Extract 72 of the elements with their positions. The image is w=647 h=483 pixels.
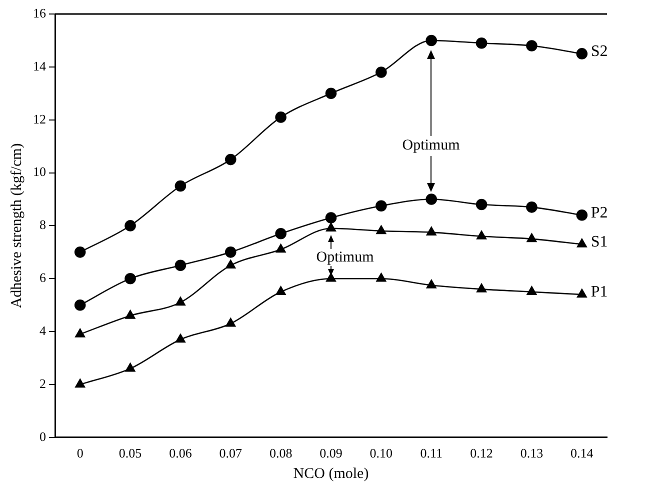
point	[526, 40, 538, 52]
point	[476, 230, 487, 240]
point	[226, 318, 236, 327]
point	[426, 226, 436, 236]
point	[174, 260, 186, 272]
point	[476, 284, 487, 292]
point	[576, 238, 587, 248]
point	[75, 328, 86, 338]
point	[325, 212, 337, 224]
point	[275, 112, 286, 123]
x-tick-label: 0.10	[370, 446, 393, 461]
point	[426, 280, 436, 288]
y-tick-label: 16	[33, 5, 46, 20]
y-tick-label: 14	[33, 58, 46, 74]
y-tick-label: 8	[40, 217, 46, 232]
x-tick-label: 0.13	[520, 446, 544, 461]
point	[226, 260, 236, 269]
x-axis-title: NCO (mole)	[293, 466, 369, 482]
point	[175, 334, 186, 343]
y-tick-label: 4	[40, 322, 46, 338]
point	[376, 225, 386, 234]
point	[326, 272, 336, 282]
point	[275, 228, 286, 240]
point	[576, 288, 587, 298]
x-tick-label: 0.11	[420, 446, 443, 461]
point	[526, 286, 537, 296]
point	[75, 378, 86, 388]
x-tick-label: 0.12	[470, 446, 493, 461]
point	[124, 220, 136, 232]
point	[576, 48, 588, 60]
y-tick-label: 6	[40, 270, 46, 286]
x-tick-label: 0.07	[219, 446, 243, 461]
point	[325, 88, 337, 100]
series-label: P2	[590, 204, 608, 222]
point	[526, 233, 537, 242]
point	[224, 154, 236, 166]
point	[376, 66, 387, 78]
point	[476, 37, 488, 49]
y-tick-label: 0	[40, 428, 46, 444]
x-tick-label: 0.09	[320, 446, 342, 461]
x-tick-label: 0.08	[269, 446, 292, 461]
x-tick-label: 0.14	[570, 446, 594, 461]
y-tick-label: 10	[33, 164, 46, 180]
x-tick-label: 0	[76, 446, 84, 461]
point	[526, 202, 538, 213]
point	[124, 272, 136, 284]
y-tick-label: 12	[33, 111, 46, 126]
annotation: Optimum	[316, 250, 374, 266]
point	[224, 246, 236, 258]
x-tick-label: 0.05	[118, 446, 142, 461]
point	[426, 34, 438, 46]
point	[125, 310, 136, 319]
point	[276, 286, 286, 296]
x-tick-label: 0.06	[169, 446, 192, 461]
point	[276, 244, 286, 253]
point	[326, 222, 336, 232]
y-tick-label: 2	[40, 376, 46, 391]
series-label: S2	[590, 42, 608, 60]
point	[174, 180, 186, 192]
point	[376, 272, 386, 282]
point	[74, 246, 86, 258]
point	[426, 194, 438, 205]
series-label: S1	[590, 233, 608, 250]
point	[376, 200, 387, 212]
point	[74, 299, 86, 311]
point	[175, 296, 186, 306]
series-label: P1	[590, 284, 608, 301]
y-axis-title: Adhesive strength (kgf/cm)	[8, 143, 25, 308]
point	[576, 209, 588, 221]
annotation: Optimum	[402, 138, 460, 154]
point	[125, 362, 136, 372]
point	[476, 198, 488, 210]
